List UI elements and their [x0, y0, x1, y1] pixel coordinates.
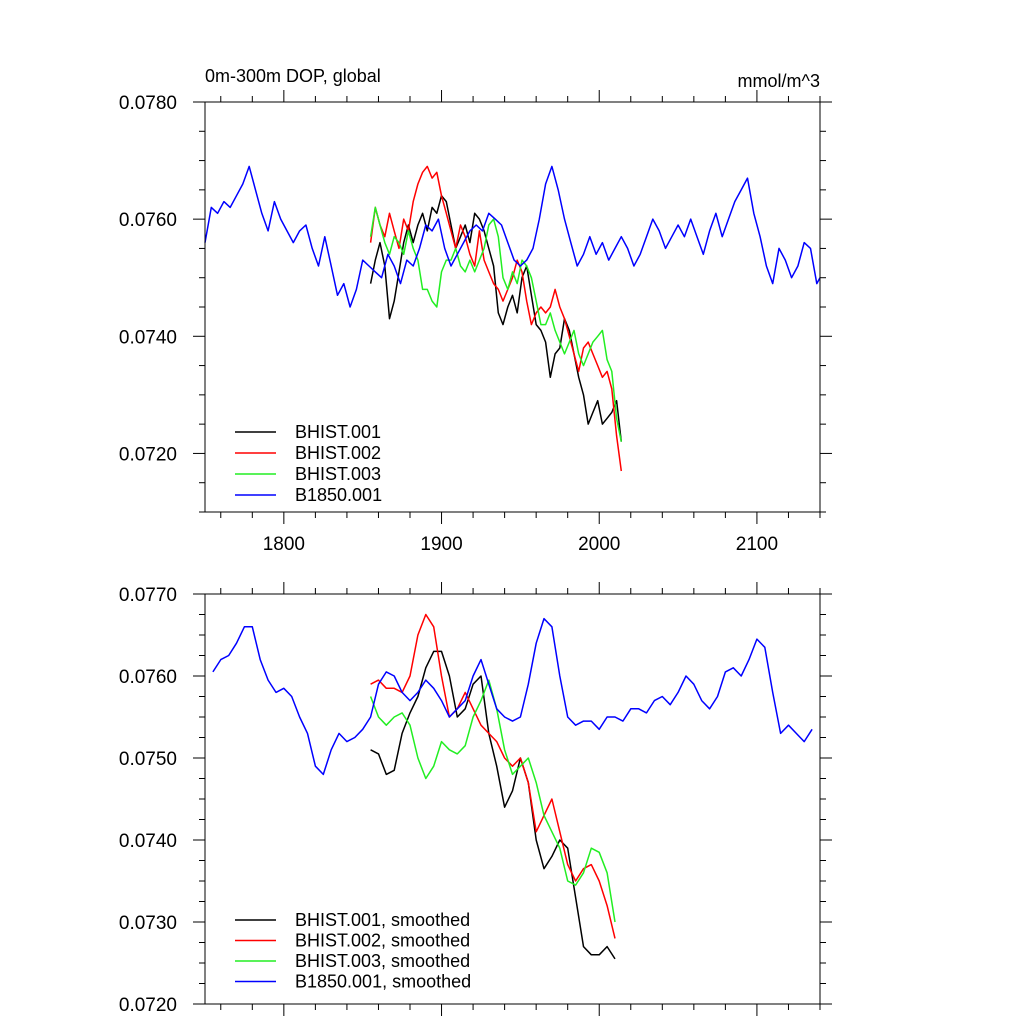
- top-legend-label: BHIST.003: [295, 464, 381, 484]
- bottom-y-tick-label: 0.0740: [119, 831, 177, 852]
- top-panel-series: [204, 165, 821, 472]
- bottom-legend-item: BHIST.001, smoothed: [235, 910, 470, 930]
- top-panel-tick-labels: 1800 1900 2000 2100 0.0720 0.0740 0.0760 0.0780: [119, 93, 778, 555]
- top-x-tick-label: 2100: [736, 534, 778, 555]
- bottom-y-tick-label: 0.0760: [119, 667, 177, 688]
- top-y-tick-label: 0.0780: [119, 93, 177, 114]
- bottom-panel-ticks: [193, 582, 832, 1016]
- top-legend-item: B1850.001: [235, 485, 382, 505]
- bottom-series-line-1: [370, 650, 616, 960]
- bottom-panel-series: [212, 613, 813, 960]
- bottom-y-tick-label: 0.0750: [119, 749, 177, 770]
- top-panel: 0m-300m DOP, global mmol/m^3 1800 1900 200…: [119, 66, 832, 555]
- bottom-legend-item: BHIST.003, smoothed: [235, 951, 470, 971]
- top-y-tick-label: 0.0760: [119, 210, 177, 231]
- top-series-line-4: [204, 165, 821, 308]
- top-panel-ticks: [193, 90, 832, 524]
- bottom-panel-frame: [204, 593, 821, 1005]
- top-series-line-3: [369, 206, 623, 442]
- top-panel-units: mmol/m^3: [738, 71, 820, 91]
- top-panel-frame: [204, 101, 821, 513]
- top-y-tick-label: 0.0720: [119, 444, 177, 465]
- bottom-series-line-4: [212, 617, 813, 776]
- bottom-panel-tick-labels: 0.0720 0.0730 0.0740 0.0750 0.0760 0.0770: [119, 585, 177, 1016]
- top-panel-title: 0m-300m DOP, global: [205, 66, 381, 86]
- bottom-legend-label: BHIST.002, smoothed: [295, 931, 470, 951]
- bottom-legend-item: BHIST.002, smoothed: [235, 931, 470, 951]
- top-legend-label: BHIST.001: [295, 422, 381, 442]
- top-series-line-1: [369, 194, 623, 442]
- bottom-y-tick-label: 0.0770: [119, 585, 177, 606]
- bottom-panel: 0.0720 0.0730 0.0740 0.0750 0.0760 0.0770 BHI…: [119, 582, 832, 1016]
- top-x-tick-label: 2000: [578, 534, 620, 555]
- top-legend-item: BHIST.002: [235, 443, 381, 463]
- top-legend-label: BHIST.002: [295, 443, 381, 463]
- bottom-legend-label: B1850.001, smoothed: [295, 972, 471, 992]
- bottom-legend-item: B1850.001, smoothed: [235, 972, 471, 992]
- bottom-series-line-2: [370, 613, 616, 939]
- bottom-y-tick-label: 0.0730: [119, 913, 177, 934]
- top-legend-label: B1850.001: [295, 485, 382, 505]
- bottom-legend-label: BHIST.001, smoothed: [295, 910, 470, 930]
- top-x-tick-label: 1800: [263, 534, 305, 555]
- bottom-series-line-3: [369, 679, 616, 923]
- bottom-legend-label: BHIST.003, smoothed: [295, 951, 470, 971]
- top-legend-item: BHIST.001: [235, 422, 381, 442]
- bottom-y-tick-label: 0.0720: [119, 995, 177, 1016]
- top-x-tick-label: 1900: [420, 534, 462, 555]
- top-series-line-2: [369, 165, 623, 472]
- top-y-tick-label: 0.0740: [119, 327, 177, 348]
- top-legend-item: BHIST.003: [235, 464, 381, 484]
